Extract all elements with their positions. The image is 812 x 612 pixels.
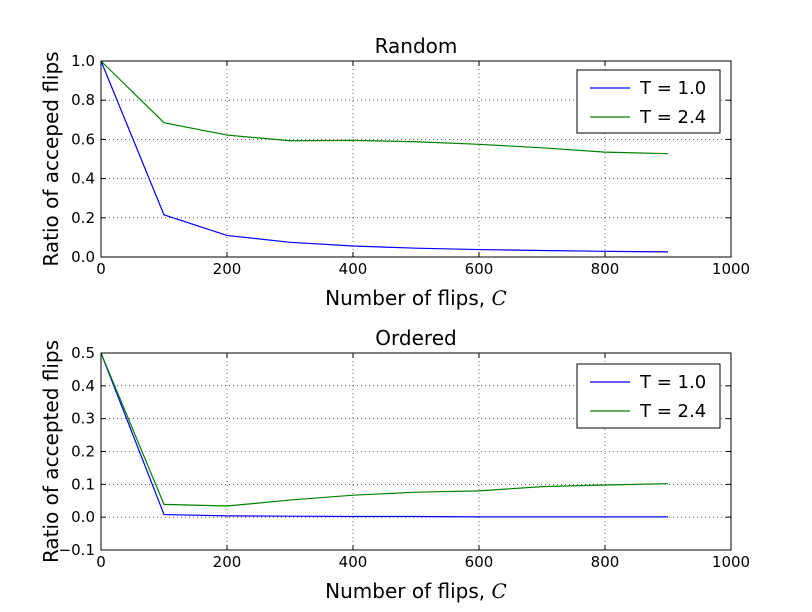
y-axis-label: Ratio of accepted flips [39,340,63,563]
x-tick-label: 400 [339,260,368,278]
legend-box [576,69,721,134]
y-tick-label: 0.2 [71,209,95,227]
x-axis-label: Number of flips, C [325,579,507,603]
chart-title: Ordered [375,326,456,350]
y-tick-label: 0.6 [71,130,95,148]
x-tick-label: 200 [213,553,242,571]
x-axis-label-text: Number of flips, [325,579,491,603]
y-tick-label: −0.1 [59,541,95,559]
series-line-2 [100,60,669,155]
series-line-2 [100,352,669,507]
y-tick-label: 0.0 [71,508,95,526]
y-tick-label: 0.4 [71,377,95,395]
legend-label-2: T = 2.4 [639,401,706,422]
y-tick-label: 0.8 [71,91,95,109]
x-tick-label: 400 [339,553,368,571]
series-line-1 [100,60,669,253]
x-axis-label-text: Number of flips, [325,286,491,310]
x-tick-label: 600 [465,553,494,571]
chart-panel-2: 0 200 400 600 800 1000 −0.1 0.0 0.1 0.2 0.3 0.4 0.5 O… [39,326,750,603]
y-tick-label: 1.0 [71,52,95,70]
x-tick-label: 1000 [712,260,750,278]
x-tick-label: 200 [213,260,242,278]
legend-label-1: T = 1.0 [639,372,706,393]
y-axis-label: Ratio of acceped flips [39,51,63,266]
y-tick-label: 0.2 [71,443,95,461]
legend-label-1: T = 1.0 [639,78,706,99]
x-tick-label: 800 [591,553,620,571]
y-tick-label: 0.1 [71,475,95,493]
x-tick-label: 0 [96,260,106,278]
y-tick-label: 0.4 [71,170,95,188]
x-tick-label: 1000 [712,553,750,571]
x-axis-label-math: C [492,286,507,310]
x-axis-label-math: C [492,579,507,603]
x-tick-label: 600 [465,260,494,278]
x-tick-label: 800 [591,260,620,278]
axes-frame [100,60,732,258]
y-tick-label: 0.5 [71,344,95,362]
x-tick-label: 0 [96,553,106,571]
x-axis-label: Number of flips, C [325,286,507,310]
chart-title: Random [375,34,458,58]
chart-panel-1: 0 200 400 600 800 1000 0.0 0.2 0.4 0.6 0.8 1.0 Rando… [39,34,750,310]
y-tick-label: 0.3 [71,410,95,428]
y-tick-label: 0.0 [71,248,95,266]
legend-label-2: T = 2.4 [639,107,706,128]
legend-box [576,363,721,429]
series-line-1 [100,352,668,518]
